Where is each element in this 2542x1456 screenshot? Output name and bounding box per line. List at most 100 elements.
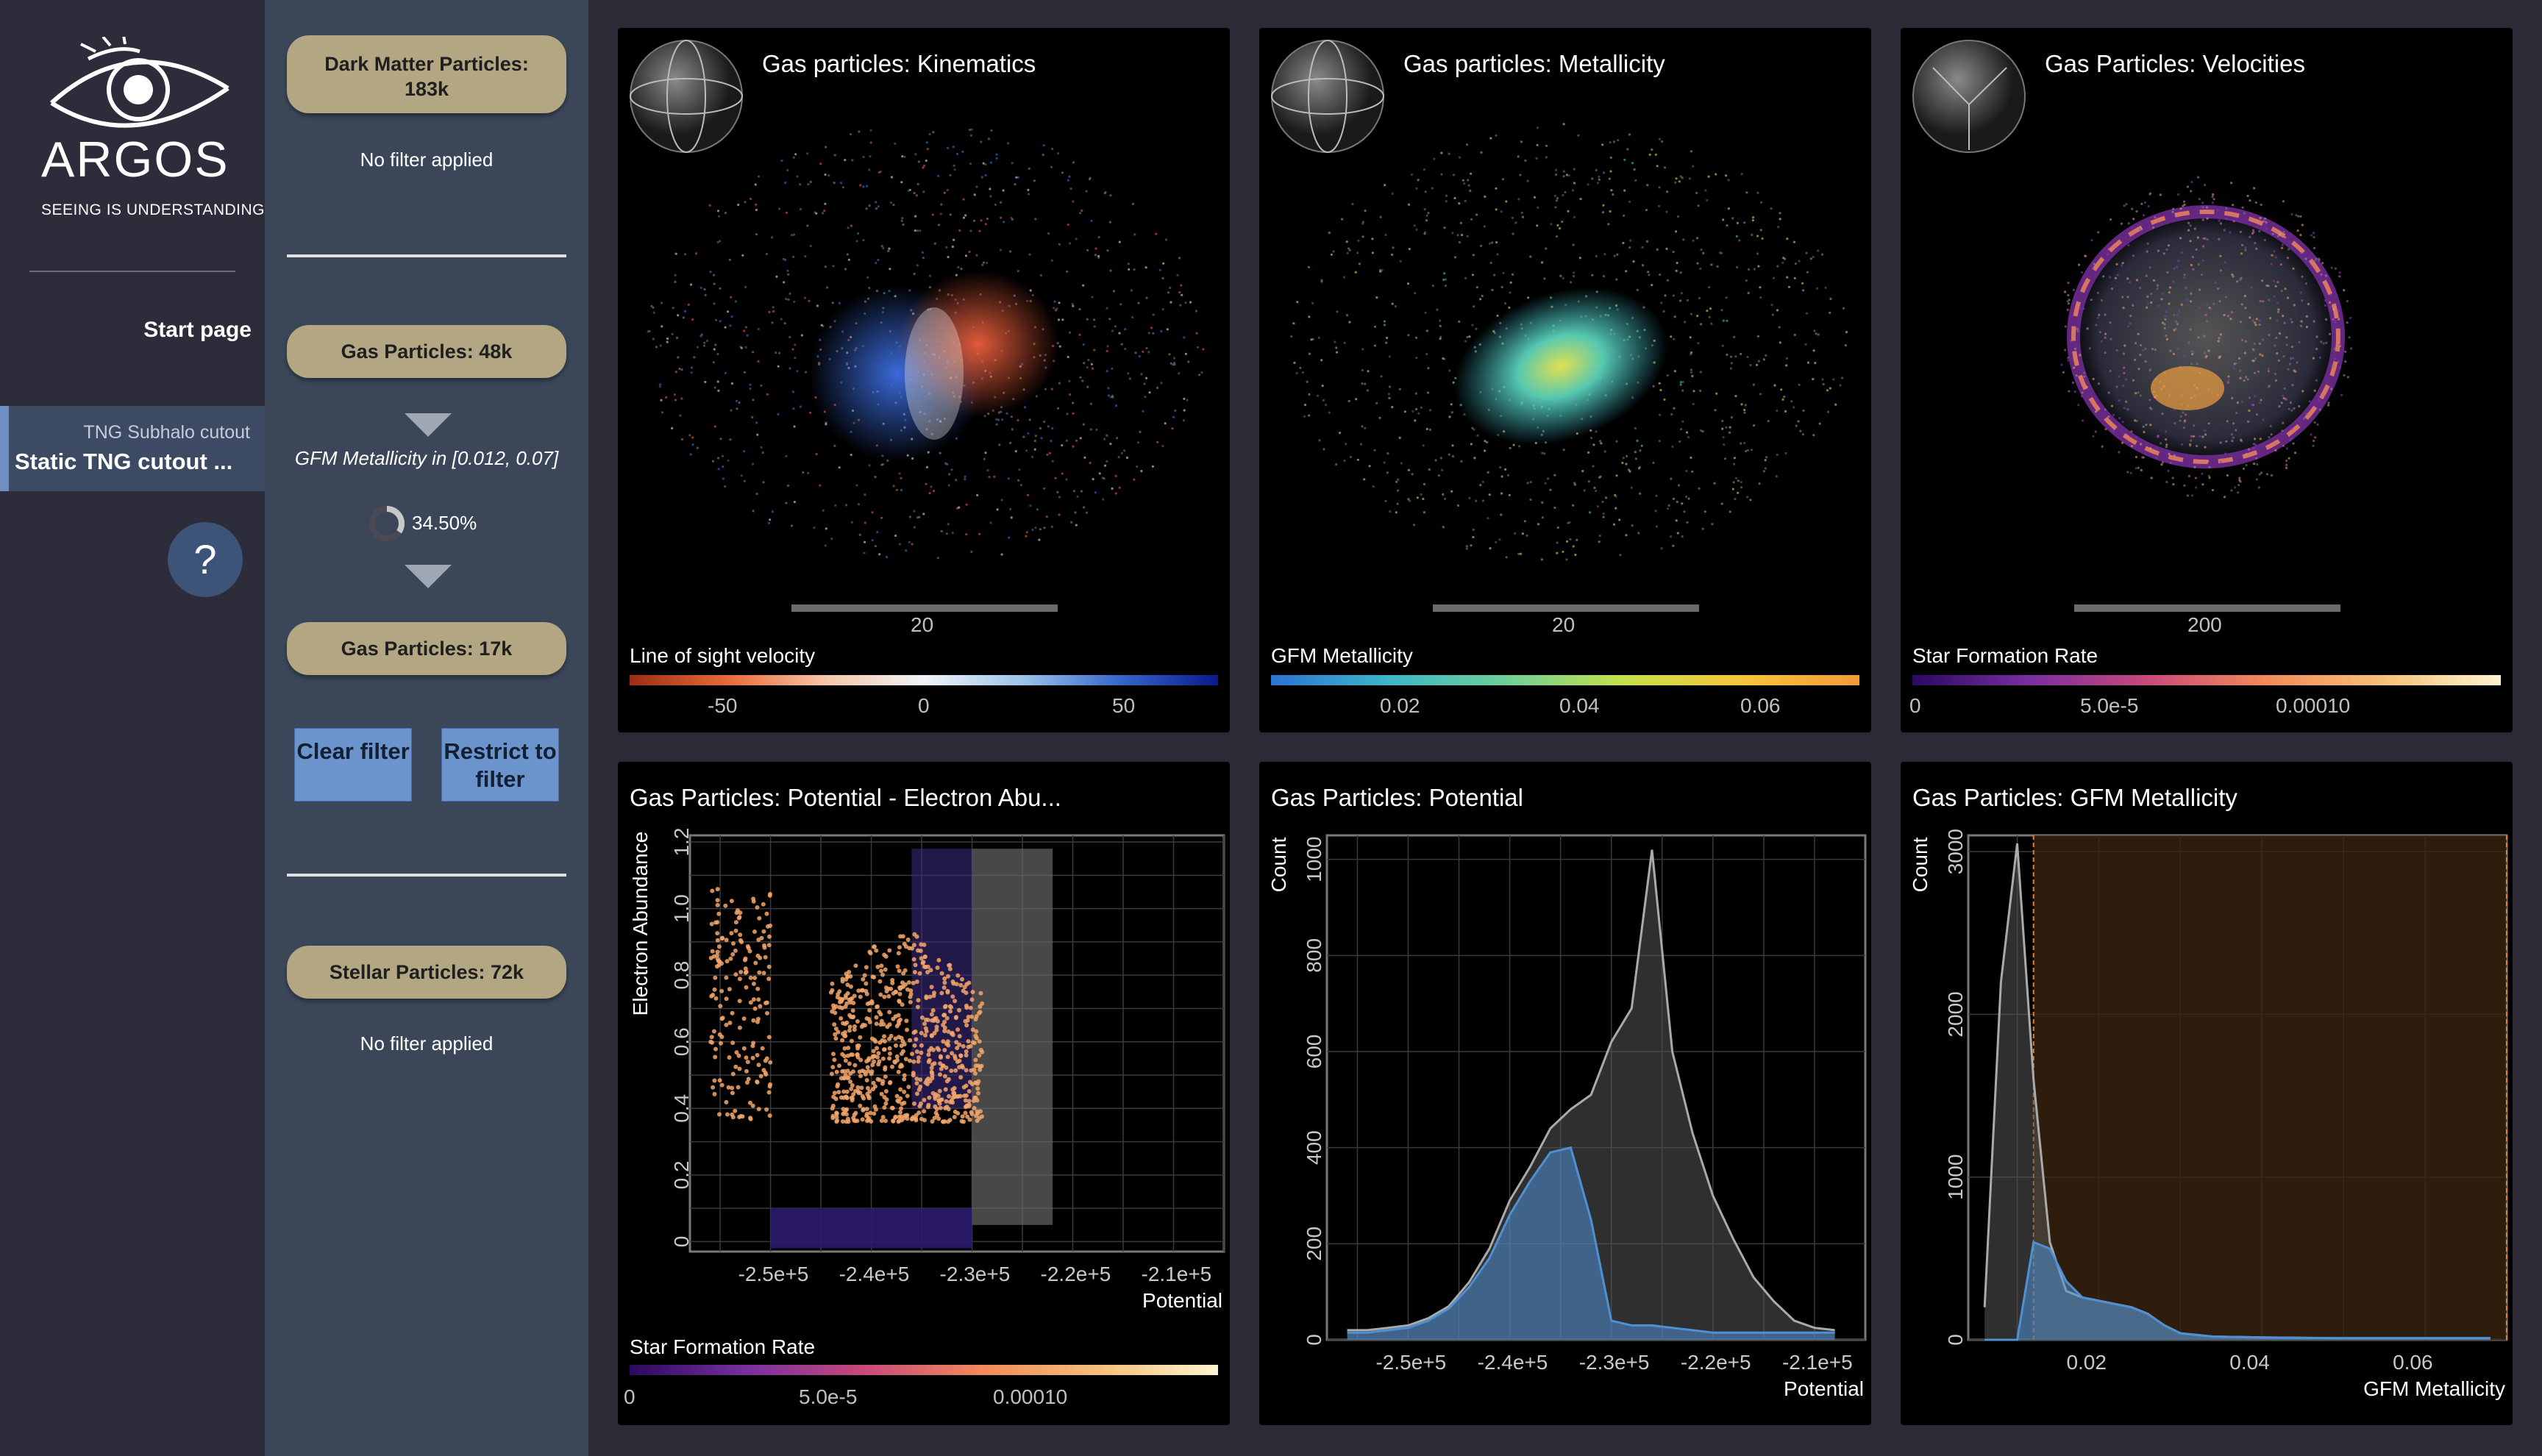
selected-point — [745, 1060, 750, 1065]
selected-point — [715, 931, 720, 936]
selected-point — [929, 1033, 934, 1038]
selected-point — [875, 1054, 880, 1060]
selected-point — [727, 987, 732, 992]
no-filter-text-1: No filter applied — [360, 149, 494, 171]
potential-electron-scatter[interactable]: -2.5e+5 -2.4e+5 -2.3e+5 -2.2e+5 -2.1e+5 0 0.2 0… — [618, 762, 1230, 1425]
selected-point — [922, 1118, 927, 1123]
gas-particles-filtered-pill[interactable]: Gas Particles: 17k — [287, 622, 566, 675]
selected-point — [894, 1057, 900, 1063]
selected-point — [886, 986, 891, 991]
selected-point — [914, 1118, 919, 1123]
selected-point — [844, 1119, 849, 1124]
selected-point — [766, 1035, 772, 1040]
selected-point — [880, 1056, 886, 1061]
stellar-particles-pill[interactable]: Stellar Particles: 72k — [287, 946, 566, 999]
kinematics-panel[interactable]: Gas particles: Kinematics 20 Line of sig… — [618, 28, 1230, 732]
y-tick-label: 1.2 — [670, 828, 693, 857]
start-page-link[interactable]: Start page — [143, 318, 252, 342]
selected-point — [842, 1054, 847, 1059]
y-tick-label: 0.6 — [670, 1027, 693, 1056]
selected-point — [922, 1021, 927, 1027]
selected-point — [762, 943, 766, 948]
selected-point — [864, 1059, 869, 1064]
selected-point — [871, 1054, 876, 1059]
selected-point — [905, 1116, 910, 1121]
selected-point — [973, 1017, 978, 1021]
selected-point — [871, 1080, 876, 1085]
clear-filter-button[interactable]: Clear filter — [294, 728, 412, 802]
selected-point — [911, 1071, 916, 1076]
potential-histogram[interactable]: -2.5e+5 -2.4e+5 -2.3e+5 -2.2e+5 -2.1e+5 0 200 4… — [1259, 762, 1871, 1425]
selected-point — [830, 1113, 836, 1118]
selected-point — [900, 980, 905, 985]
selected-point — [864, 991, 869, 996]
selected-point — [860, 1093, 865, 1099]
selected-point — [897, 945, 902, 950]
selected-point — [902, 1042, 907, 1046]
selected-point — [939, 1097, 944, 1102]
selected-point — [715, 898, 720, 903]
selected-point — [866, 1093, 871, 1099]
potential-histogram-panel[interactable]: Gas Particles: Potential -2.5e+5 -2.4e+5-… — [1259, 762, 1871, 1425]
selected-point — [879, 968, 883, 974]
selected-point — [767, 934, 772, 939]
selected-point — [843, 995, 848, 1000]
selected-point — [877, 979, 883, 984]
selected-point — [955, 973, 961, 978]
metallicity-histogram-panel[interactable]: Gas Particles: GFM Metallicity 0.02 0.04 0… — [1901, 762, 2513, 1425]
progress-ring-icon — [369, 506, 405, 541]
nav-sidebar: ARGOS SEEING IS UNDERSTANDING Start page… — [0, 0, 265, 1456]
selected-point — [894, 1054, 900, 1059]
y-tick-label: 800 — [1303, 938, 1325, 973]
y-tick-label: 0.8 — [670, 961, 693, 990]
selected-point — [914, 1091, 919, 1096]
metallicity-panel[interactable]: Gas particles: Metallicity 20 GFM Metall… — [1259, 28, 1871, 732]
selected-point — [713, 1054, 718, 1060]
selected-point — [957, 1042, 962, 1047]
dark-matter-pill[interactable]: Dark Matter Particles: 183k — [287, 35, 566, 113]
selected-point — [944, 1099, 949, 1104]
selected-point — [911, 1115, 916, 1120]
selected-point — [860, 1117, 865, 1122]
selected-point — [757, 970, 762, 975]
globe-icon[interactable] — [1911, 38, 2027, 154]
selected-point — [733, 948, 738, 953]
colorbar-label: GFM Metallicity — [1271, 644, 1413, 667]
restrict-to-filter-button[interactable]: Restrict to filter — [441, 728, 559, 802]
velocities-panel[interactable]: Gas Particles: Velocities 200 Star Forma… — [1901, 28, 2513, 732]
selected-point — [975, 1118, 980, 1124]
selected-point — [850, 996, 855, 1001]
selected-point — [914, 1049, 919, 1054]
selected-point — [941, 985, 947, 990]
selected-point — [963, 1105, 968, 1110]
selected-point — [938, 1105, 943, 1110]
selected-point — [955, 1027, 961, 1032]
scatter-panel[interactable]: Gas Particles: Potential - Electron Abu.… — [618, 762, 1230, 1425]
selected-point — [964, 1003, 969, 1008]
selected-point — [959, 1118, 964, 1124]
globe-icon[interactable] — [628, 38, 744, 154]
selected-point — [905, 1093, 910, 1099]
selected-point — [716, 911, 722, 916]
selected-point — [903, 1057, 908, 1062]
histogram-line — [1347, 1146, 1835, 1334]
selected-point — [941, 1063, 946, 1068]
selected-point — [932, 1061, 937, 1066]
help-button[interactable]: ? — [168, 522, 243, 597]
y-tick-label: 200 — [1303, 1227, 1325, 1261]
metallicity-histogram[interactable]: 0.02 0.04 0.06 0 1000 2000 3000 GFM Metallicity… — [1901, 762, 2513, 1425]
selected-point — [890, 1064, 894, 1069]
selected-point — [964, 1068, 969, 1073]
selected-point — [743, 966, 748, 971]
selected-point — [845, 1068, 850, 1074]
nav-item-tng-cutout[interactable]: TNG Subhalo cutout Static TNG cutout ... — [0, 406, 265, 491]
gas-particles-pill[interactable]: Gas Particles: 48k — [287, 325, 566, 378]
selected-point — [958, 1075, 964, 1079]
selected-point — [923, 1026, 928, 1031]
selected-point — [906, 980, 911, 985]
globe-icon[interactable] — [1270, 38, 1386, 154]
selected-point — [841, 1089, 847, 1094]
selected-point — [858, 994, 863, 999]
selected-point — [719, 1016, 724, 1021]
selected-point — [901, 971, 906, 976]
